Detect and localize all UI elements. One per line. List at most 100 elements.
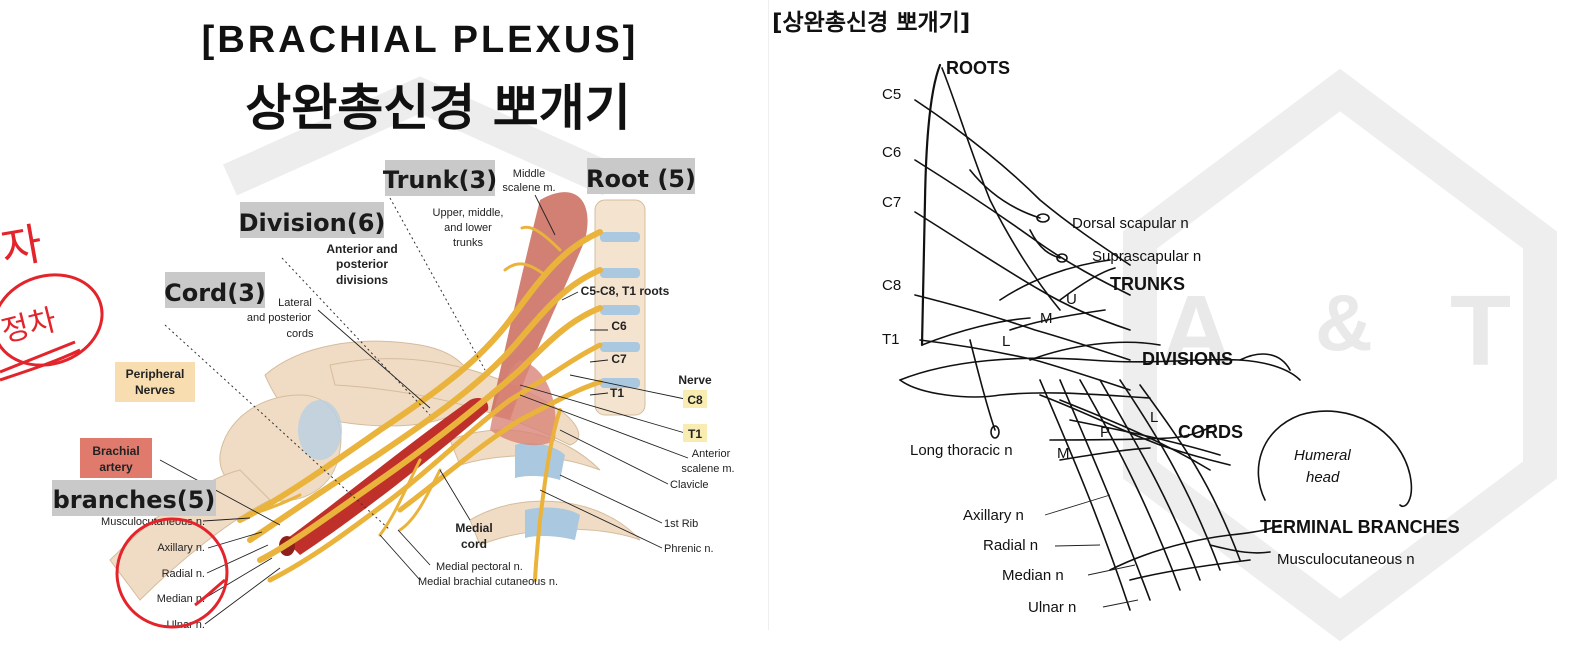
label-trunks: TRUNKS — [1110, 274, 1185, 294]
svg-text:Division(6): Division(6) — [239, 209, 386, 237]
box-brachial-artery: Brachial artery — [80, 438, 152, 478]
glenoid — [298, 400, 342, 460]
left-illustration-svg: [BRACHIAL PLEXUS] 상완총신경 뽀개기 — [0, 19, 735, 631]
label-anterior-scalene-1: Anterior — [692, 448, 731, 460]
label-cords: CORDS — [1178, 422, 1243, 442]
label-long-thoracic: Long thoracic n — [910, 442, 1013, 459]
label-divisions-3: divisions — [336, 273, 388, 287]
letter-m: M — [1040, 310, 1053, 327]
letter-m2: M — [1057, 445, 1070, 462]
label-musculocutaneous-r: Musculocutaneous n — [1277, 551, 1415, 568]
label-divisions-2: posterior — [336, 257, 388, 271]
label-divisions: DIVISIONS — [1142, 349, 1233, 369]
label-dorsal-scapular: Dorsal scapular n — [1072, 215, 1189, 232]
plexus-nerves — [237, 225, 603, 583]
title-korean: 상완총신경 뽀개기 — [245, 79, 630, 137]
label-median-r: Median n — [1002, 567, 1064, 584]
label-middle-scalene-2: scalene m. — [502, 182, 555, 194]
label-clavicle: Clavicle — [670, 479, 709, 491]
label-humeral-2: head — [1306, 469, 1340, 486]
label-t1: T1 — [610, 386, 624, 400]
label-ulnar-r: Ulnar n — [1028, 599, 1076, 616]
label-cords-3: cords — [287, 328, 314, 340]
anatomy-illustration — [109, 192, 689, 625]
label-divisions-1: Anterior and — [326, 242, 397, 256]
label-trunks-2: and lower — [444, 222, 492, 234]
handwritten-underline-2 — [0, 348, 81, 382]
root-c5: C5 — [882, 86, 901, 103]
branches-tick — [194, 578, 226, 607]
handwritten-circle — [0, 273, 104, 367]
label-c7: C7 — [611, 352, 627, 366]
root-c8: C8 — [882, 277, 901, 294]
tag-cord: Cord(3) — [164, 272, 266, 308]
letter-u: U — [1066, 291, 1077, 308]
watermark-chevron — [223, 76, 617, 196]
handwritten-note-2: 정차 — [0, 303, 60, 350]
watermark-letter-t: T — [1450, 275, 1511, 387]
svg-text:Cord(3): Cord(3) — [164, 279, 266, 307]
letter-p: P — [1100, 424, 1110, 441]
right-schematic-panel: A & T [상완총신경 뽀개기] ROOTS C5 C6 C7 C8 T1 — [770, 0, 1578, 650]
rib-cartilage-2 — [525, 507, 580, 540]
label-cords-2: and posterior — [247, 312, 312, 324]
label-medial-cord-1: Medial — [455, 521, 492, 535]
watermark-ampersand: & — [1315, 278, 1373, 367]
box-t1: T1 — [683, 424, 707, 442]
label-axillary-r: Axillary n — [963, 507, 1024, 524]
svg-text:branches(5): branches(5) — [53, 486, 216, 514]
label-suprascapular: Suprascapular n — [1092, 248, 1201, 265]
right-title: [상완총신경 뽀개기] — [772, 10, 970, 36]
label-trunks-3: trunks — [453, 237, 483, 249]
label-middle-scalene-1: Middle — [513, 168, 545, 180]
label-axillary: Axillary n. — [157, 542, 205, 554]
svg-text:artery: artery — [99, 460, 133, 474]
tag-trunk: Trunk(3) — [383, 160, 497, 196]
label-radial-r: Radial n — [983, 537, 1038, 554]
label-terminal-branches: TERMINAL BRANCHES — [1260, 517, 1460, 537]
svg-text:Peripheral: Peripheral — [126, 367, 185, 381]
right-leader-lines — [1044, 494, 1139, 608]
handwritten-underline — [0, 340, 76, 374]
root-c6: C6 — [882, 144, 901, 161]
label-medial-cord-2: cord — [461, 537, 487, 551]
tag-branches: branches(5) — [52, 480, 216, 516]
middle-scalene-muscle — [490, 192, 588, 420]
svg-text:Trunk(3): Trunk(3) — [383, 166, 497, 194]
branches-circle — [115, 517, 229, 629]
label-cords-1: Lateral — [278, 297, 312, 309]
svg-text:C8: C8 — [687, 393, 703, 407]
panel-divider — [768, 0, 769, 630]
label-roots-header: ROOTS — [946, 58, 1010, 78]
left-illustration-panel: [BRACHIAL PLEXUS] 상완총신경 뽀개기 — [0, 0, 768, 650]
svg-text:Nerves: Nerves — [135, 383, 175, 397]
rib-cartilage — [515, 443, 565, 480]
watermark-letter-a: A — [1160, 275, 1232, 387]
label-first-rib: 1st Rib — [664, 518, 698, 530]
plexus-schematic — [899, 63, 1413, 611]
svg-text:Root (5): Root (5) — [586, 165, 696, 193]
title-english: [BRACHIAL PLEXUS] — [202, 19, 639, 61]
box-c8: C8 — [683, 390, 707, 408]
tag-root: Root (5) — [586, 158, 696, 194]
watermark-logo: A & T — [1123, 68, 1557, 642]
label-trunks-1: Upper, middle, — [433, 207, 504, 219]
label-roots: C5-C8, T1 roots — [581, 284, 670, 298]
label-nerve: Nerve — [678, 373, 712, 387]
label-medial-pectoral: Medial pectoral n. — [436, 561, 523, 573]
letter-l2: L — [1150, 409, 1158, 426]
root-c7: C7 — [882, 194, 901, 211]
right-schematic-svg: A & T [상완총신경 뽀개기] ROOTS C5 C6 C7 C8 T1 — [772, 10, 1557, 642]
label-phrenic: Phrenic n. — [664, 543, 714, 555]
label-medial-brachial: Medial brachial cutaneous n. — [418, 576, 558, 588]
label-median: Median n. — [157, 593, 205, 605]
root-t1: T1 — [882, 331, 900, 348]
handwritten-note-1: 자 — [0, 219, 46, 276]
leader-lines — [159, 194, 689, 625]
box-peripheral-nerves: Peripheral Nerves — [115, 362, 195, 402]
svg-text:T1: T1 — [688, 427, 702, 441]
label-radial: Radial n. — [162, 568, 205, 580]
handwritten-annotations: 자 정차 — [0, 219, 229, 629]
svg-text:Brachial: Brachial — [92, 444, 139, 458]
